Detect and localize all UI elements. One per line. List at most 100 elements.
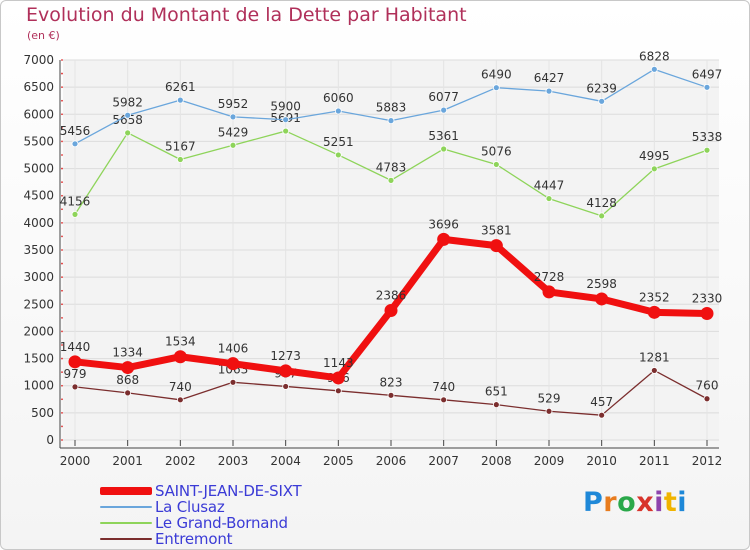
data-point	[595, 292, 609, 306]
legend-swatch	[100, 487, 152, 495]
data-label: 3581	[481, 224, 512, 238]
legend-swatch	[100, 538, 152, 540]
data-label: 740	[169, 380, 192, 394]
x-tick-label: 2012	[692, 454, 723, 468]
data-point	[545, 195, 553, 202]
data-label: 4128	[586, 196, 617, 210]
x-tick-label: 2003	[218, 454, 249, 468]
y-axis-dot	[61, 181, 63, 184]
data-label: 2598	[586, 277, 617, 291]
data-label: 5076	[481, 144, 512, 158]
y-axis-dot	[61, 72, 63, 75]
data-point	[229, 113, 237, 121]
y-axis-dot	[61, 276, 63, 279]
data-point	[124, 129, 132, 137]
x-tick-label: 2011	[639, 454, 670, 468]
data-label: 6077	[428, 90, 459, 104]
proxiti-logo: Proxiti	[583, 487, 687, 518]
data-label: 2330	[692, 292, 723, 306]
logo-letter: r	[603, 487, 618, 518]
data-point	[176, 396, 184, 404]
data-point	[121, 361, 135, 375]
data-label: 6060	[323, 91, 354, 105]
y-tick-label: 0	[46, 433, 54, 447]
data-label: 6490	[481, 68, 512, 82]
y-axis-dot	[61, 357, 63, 360]
y-axis-dot	[61, 86, 63, 89]
data-label: 1334	[112, 346, 143, 360]
data-label: 1143	[323, 356, 354, 370]
data-point	[545, 87, 553, 95]
data-label: 4995	[639, 149, 670, 163]
data-point	[598, 212, 606, 220]
data-point	[703, 395, 711, 403]
data-point	[334, 107, 342, 115]
data-label: 1273	[270, 349, 301, 363]
data-label: 5883	[376, 101, 407, 115]
y-axis-dot	[61, 126, 63, 129]
data-point	[334, 387, 342, 395]
y-axis-dot	[61, 439, 63, 441]
y-axis-dot	[61, 289, 63, 292]
data-point	[703, 83, 711, 91]
y-axis-dot	[61, 208, 63, 211]
logo-letter: x	[636, 487, 655, 518]
y-axis-dot	[61, 384, 63, 387]
data-label: 868	[116, 373, 139, 387]
y-tick-label: 6500	[23, 80, 54, 94]
chart-subtitle: (en €)	[27, 29, 60, 42]
data-point	[279, 364, 293, 378]
y-axis-dot	[61, 371, 63, 374]
legend-label: Entremont	[155, 530, 233, 548]
data-label: 5952	[218, 97, 249, 111]
y-tick-label: 3500	[23, 243, 54, 257]
y-axis-dot	[61, 411, 63, 414]
data-point	[700, 307, 714, 321]
data-point	[176, 156, 184, 163]
data-point	[226, 357, 240, 371]
data-label: 4156	[60, 194, 91, 208]
data-label: 6427	[534, 71, 565, 85]
data-point	[282, 127, 290, 135]
data-point	[176, 96, 184, 104]
data-label: 5658	[112, 113, 143, 127]
data-point	[387, 176, 395, 184]
data-point	[492, 161, 500, 168]
data-label: 979	[64, 367, 87, 381]
legend-swatch	[100, 522, 152, 524]
y-axis-dot	[61, 330, 63, 333]
y-axis-dot	[61, 262, 63, 265]
data-point	[384, 303, 398, 317]
data-point	[650, 65, 658, 73]
data-point	[545, 407, 553, 415]
x-tick-label: 2007	[428, 454, 459, 468]
data-label: 5338	[692, 130, 723, 144]
y-tick-label: 7000	[23, 53, 54, 67]
data-point	[387, 391, 395, 399]
data-point	[173, 350, 187, 364]
x-tick-label: 2004	[270, 454, 301, 468]
data-point	[489, 239, 503, 253]
y-tick-label: 2500	[23, 297, 54, 311]
y-axis-dot	[61, 398, 63, 401]
data-label: 6828	[639, 49, 670, 63]
data-point	[437, 232, 451, 246]
line-chart: 0 500 1000 1500 2000 2500 3000 3500 4000 4500 5000…	[23, 49, 723, 468]
data-point	[331, 371, 345, 385]
y-axis-dot	[61, 344, 63, 346]
data-label: 5900	[270, 100, 301, 114]
y-axis-dot	[61, 113, 63, 116]
data-label: 5167	[165, 140, 196, 154]
data-point	[71, 210, 79, 218]
data-label: 1440	[60, 340, 91, 354]
y-tick-label: 4500	[23, 189, 54, 203]
x-tick-label: 2010	[586, 454, 617, 468]
data-label: 5251	[323, 135, 354, 149]
data-point	[68, 355, 82, 369]
data-point	[229, 378, 237, 386]
logo-letter: o	[617, 487, 637, 518]
data-label: 2386	[376, 288, 407, 302]
x-tick-label: 2002	[165, 454, 196, 468]
data-label: 529	[538, 391, 561, 405]
data-point	[334, 151, 342, 159]
